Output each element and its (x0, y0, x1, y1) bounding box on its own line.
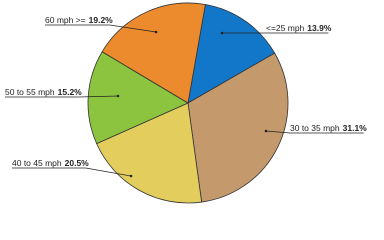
leader-line (265, 130, 291, 134)
leader-dot (116, 94, 120, 98)
slice-label: 50 to 55 mph 15.2% (5, 87, 82, 97)
leader-line (78, 95, 119, 98)
chart: <=25 mph 13.9% 30 to 35 mph 31.1% 40 to 45 m… (5, 2, 367, 204)
value-label: 31.1% (343, 123, 368, 133)
category-name: 30 to 35 mph (290, 123, 340, 133)
leader-dot (129, 174, 133, 178)
slice-label: 30 to 35 mph 31.1% (290, 123, 367, 133)
pie-slice (187, 4, 276, 104)
slice-label: 40 to 45 mph 20.5% (12, 158, 89, 168)
value-label: 13.9% (307, 23, 332, 33)
category-name: 60 mph >= (45, 15, 86, 25)
category-name: <=25 mph (266, 23, 305, 33)
value-label: 19.2% (89, 15, 114, 25)
category-name: 40 to 45 mph (12, 158, 62, 168)
slice-label: <=25 mph 13.9% (266, 23, 332, 33)
pie-slice (96, 102, 203, 204)
leader-dot (264, 129, 268, 133)
value-label: 20.5% (65, 158, 90, 168)
leader-dot (220, 31, 224, 35)
leader-line (85, 167, 132, 177)
pie-slice (187, 52, 289, 203)
leader-line (109, 24, 157, 33)
value-label: 15.2% (58, 87, 83, 97)
slice-label: 60 mph >= 19.2% (45, 15, 113, 25)
page: <=25 mph 13.9% 30 to 35 mph 31.1% 40 to 45 m… (5, 2, 368, 204)
leader-dot (154, 30, 158, 34)
category-name: 50 to 55 mph (5, 87, 55, 97)
